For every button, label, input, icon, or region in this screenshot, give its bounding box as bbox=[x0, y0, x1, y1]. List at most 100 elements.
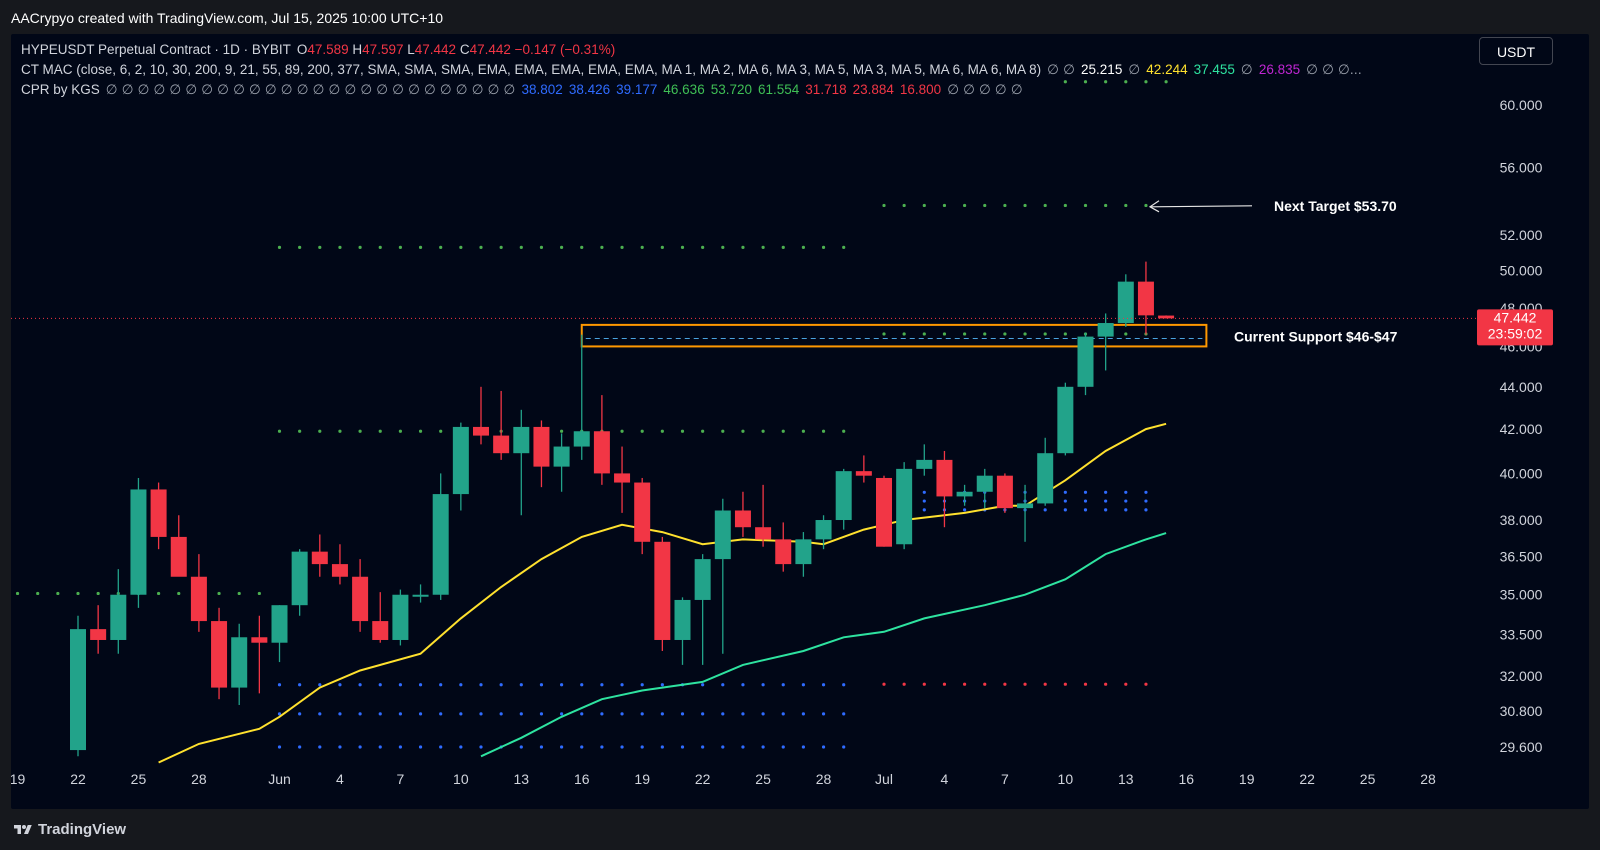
candle-down[interactable] bbox=[855, 471, 872, 476]
candle-up[interactable] bbox=[513, 426, 530, 454]
tradingview-logo[interactable]: TradingView bbox=[12, 821, 126, 838]
y-tick-label: 44.000 bbox=[1500, 379, 1543, 395]
y-tick-label: 40.000 bbox=[1500, 465, 1543, 481]
y-tick-label: 35.000 bbox=[1500, 587, 1543, 603]
legend-low: 47.442 bbox=[414, 42, 457, 57]
candle-down[interactable] bbox=[634, 482, 651, 542]
candle-up[interactable] bbox=[573, 431, 590, 447]
candle-down[interactable] bbox=[311, 551, 328, 565]
legend-symbol[interactable]: HYPEUSDT Perpetual Contract · 1D · BYBIT bbox=[21, 42, 291, 57]
candle-down[interactable] bbox=[331, 564, 348, 577]
candle-up[interactable] bbox=[291, 551, 308, 606]
candle-down[interactable] bbox=[593, 431, 610, 474]
y-tick-label: 29.600 bbox=[1500, 739, 1543, 755]
candle-up[interactable] bbox=[795, 539, 812, 565]
legend-cpr-r3: 16.800 bbox=[899, 82, 942, 97]
candle-down[interactable] bbox=[90, 629, 107, 640]
candle-down[interactable] bbox=[614, 473, 631, 483]
candle-down[interactable] bbox=[493, 435, 510, 454]
candle-up[interactable] bbox=[392, 594, 409, 640]
candle-down[interactable] bbox=[372, 621, 389, 640]
legend-open: 47.589 bbox=[307, 42, 349, 57]
legend-cpr-g3: 61.554 bbox=[758, 82, 800, 97]
candle-up[interactable] bbox=[976, 475, 993, 492]
candle-down[interactable] bbox=[150, 489, 167, 537]
y-tick-label: 32.000 bbox=[1500, 668, 1543, 684]
candle-down[interactable] bbox=[533, 426, 550, 467]
candle-up[interactable] bbox=[271, 605, 288, 643]
candle-up[interactable] bbox=[714, 510, 731, 560]
candle-down[interactable] bbox=[352, 576, 369, 622]
candle-up[interactable] bbox=[1017, 503, 1034, 509]
legend: HYPEUSDT Perpetual Contract · 1D · BYBIT… bbox=[21, 40, 1362, 100]
candle-up[interactable] bbox=[110, 594, 127, 640]
y-tick-label: 38.000 bbox=[1500, 512, 1543, 528]
candle-down[interactable] bbox=[734, 510, 751, 528]
candle-up[interactable] bbox=[835, 471, 852, 521]
candle-up[interactable] bbox=[1057, 386, 1074, 454]
candle-up[interactable] bbox=[231, 637, 248, 688]
candle-down[interactable] bbox=[251, 637, 268, 643]
candle-down[interactable] bbox=[876, 477, 892, 547]
legend-cpr-b3: 39.177 bbox=[616, 82, 658, 97]
candle-down[interactable] bbox=[755, 527, 772, 540]
legend-o-label: O bbox=[296, 42, 308, 57]
legend-ctmac-empty: ∅ ∅ bbox=[1047, 62, 1076, 77]
candle-up[interactable] bbox=[815, 520, 832, 540]
currency-selector[interactable]: USDT bbox=[1479, 37, 1553, 65]
y-tick-label: 33.500 bbox=[1500, 627, 1543, 643]
legend-ctmac-name[interactable]: CT MAC (close, 6, 2, 10, 30, 200, 9, 21,… bbox=[21, 62, 1042, 77]
candle-down[interactable] bbox=[654, 541, 671, 640]
candle-up[interactable] bbox=[694, 559, 711, 600]
current-support-label[interactable]: Current Support $46-$47 bbox=[1234, 329, 1398, 345]
candle-up[interactable] bbox=[1097, 323, 1114, 337]
price-chart[interactable]: 29.600 30.800 32.000 33.500 35.000 36.500 38.0… bbox=[11, 34, 1589, 809]
candle-down[interactable] bbox=[1137, 281, 1154, 316]
legend-ctmac-sep2: ∅ bbox=[1240, 62, 1253, 77]
candle-down[interactable] bbox=[775, 539, 792, 565]
x-tick-label: 19 bbox=[1239, 771, 1255, 787]
legend-cpr-g2: 53.720 bbox=[710, 82, 752, 97]
candle-up[interactable] bbox=[432, 494, 449, 595]
x-tick-label: 16 bbox=[574, 771, 590, 787]
tradingview-brand: TradingView bbox=[38, 821, 127, 838]
candle-up[interactable] bbox=[130, 489, 147, 595]
x-tick-label: 16 bbox=[1178, 771, 1194, 787]
candle-down[interactable] bbox=[996, 475, 1013, 509]
candle-down[interactable] bbox=[211, 621, 228, 688]
legend-symbol-line: HYPEUSDT Perpetual Contract · 1D · BYBIT… bbox=[21, 40, 1362, 60]
x-tick-label: 22 bbox=[1299, 771, 1315, 787]
legend-ctmac-tail: ∅ ∅ ∅... bbox=[1306, 62, 1362, 77]
footer-bar: TradingView bbox=[0, 809, 1600, 850]
candle-up[interactable] bbox=[1117, 281, 1134, 324]
candle-up[interactable] bbox=[1037, 453, 1054, 504]
candle-up[interactable] bbox=[896, 468, 913, 545]
y-tick-label: 52.000 bbox=[1500, 227, 1543, 243]
candle-up[interactable] bbox=[70, 629, 86, 751]
candle-up[interactable] bbox=[956, 491, 973, 497]
x-tick-label: 19 bbox=[634, 771, 650, 787]
bar-countdown-label: 23:59:02 bbox=[1488, 325, 1543, 341]
currency-label: USDT bbox=[1496, 44, 1536, 60]
chart-panel[interactable]: 29.600 30.800 32.000 33.500 35.000 36.500 38.0… bbox=[11, 34, 1589, 809]
candle-up[interactable] bbox=[452, 426, 469, 495]
y-tick-label: 30.800 bbox=[1500, 703, 1543, 719]
legend-ctmac-v1: 25.215 bbox=[1081, 62, 1123, 77]
candle-down[interactable] bbox=[936, 459, 953, 497]
candle-up[interactable] bbox=[916, 459, 933, 469]
candle-up[interactable] bbox=[674, 599, 691, 640]
x-tick-label: Jul bbox=[875, 771, 893, 787]
y-tick-label: 60.000 bbox=[1500, 97, 1543, 113]
candle-down[interactable] bbox=[170, 536, 187, 577]
candle-up[interactable] bbox=[412, 594, 429, 597]
legend-cpr-name[interactable]: CPR by KGS bbox=[21, 82, 100, 97]
legend-l-label: L bbox=[407, 42, 415, 57]
candle-down[interactable] bbox=[190, 576, 207, 622]
candle-up[interactable] bbox=[553, 446, 570, 467]
candle-down[interactable] bbox=[473, 426, 489, 436]
next-target-label[interactable]: Next Target $53.70 bbox=[1274, 198, 1397, 214]
x-tick-label: 28 bbox=[1420, 771, 1436, 787]
candle-up[interactable] bbox=[1077, 336, 1094, 387]
candle-down[interactable] bbox=[1158, 315, 1175, 319]
ma-green-line bbox=[480, 532, 1167, 758]
